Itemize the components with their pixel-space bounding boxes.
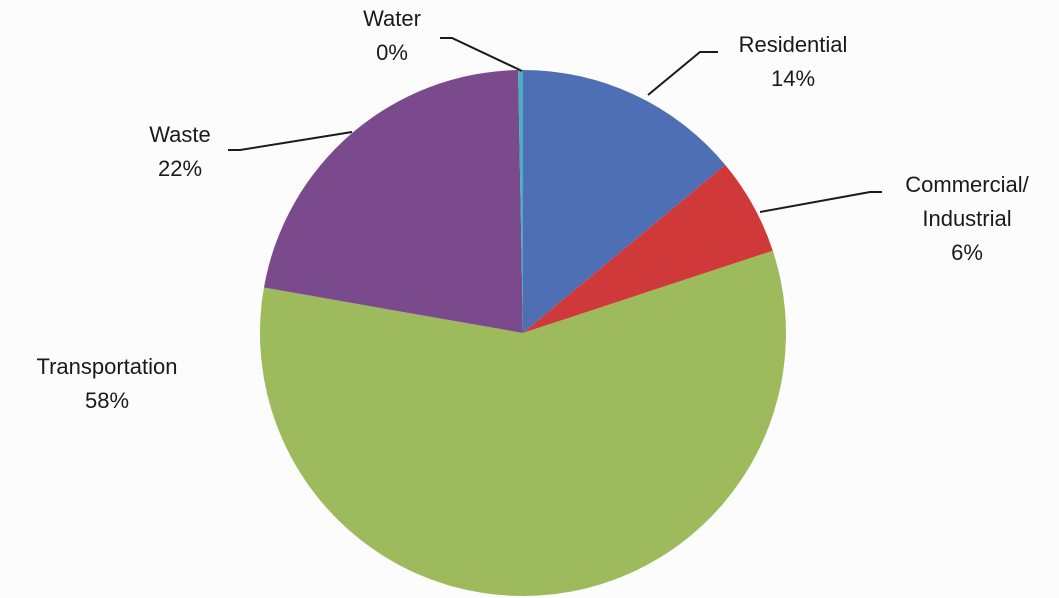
leader-line-commercial-industrial: [759, 191, 882, 213]
leader-line-residential: [647, 51, 718, 96]
slice-label-waste: Waste 22%: [149, 122, 211, 181]
slice-name: Commercial/: [905, 172, 1029, 197]
slice-label-transportation: Transportation 58%: [36, 354, 177, 413]
slice-name: Waste: [149, 122, 211, 147]
slice-name: Water: [363, 6, 421, 31]
slice-transportation: [259, 250, 786, 596]
slice-water: [518, 70, 523, 333]
slice-waste: [263, 70, 523, 334]
leader-line-water: [440, 37, 523, 72]
slice-percent: 58%: [85, 388, 129, 413]
slice-name: Industrial: [922, 206, 1011, 231]
slice-residential: [523, 70, 726, 333]
slice-label-commercial-industrial: Commercial/Industrial 6%: [905, 172, 1029, 265]
leader-line-waste: [228, 131, 353, 151]
pie-slices: [259, 70, 786, 596]
slice-labels: Residential 14% Commercial/Industrial 6% Tra…: [36, 6, 1029, 413]
slice-label-residential: Residential 14%: [739, 32, 848, 91]
slice-name: Residential: [739, 32, 848, 57]
slice-label-water: Water 0%: [363, 6, 421, 65]
slice-commercial-industrial: [523, 164, 773, 333]
slice-percent: 22%: [158, 156, 202, 181]
slice-name: Transportation: [36, 354, 177, 379]
slice-percent: 6%: [951, 240, 983, 265]
slice-percent: 14%: [771, 66, 815, 91]
leader-lines: [228, 37, 882, 213]
slice-percent: 0%: [376, 40, 408, 65]
